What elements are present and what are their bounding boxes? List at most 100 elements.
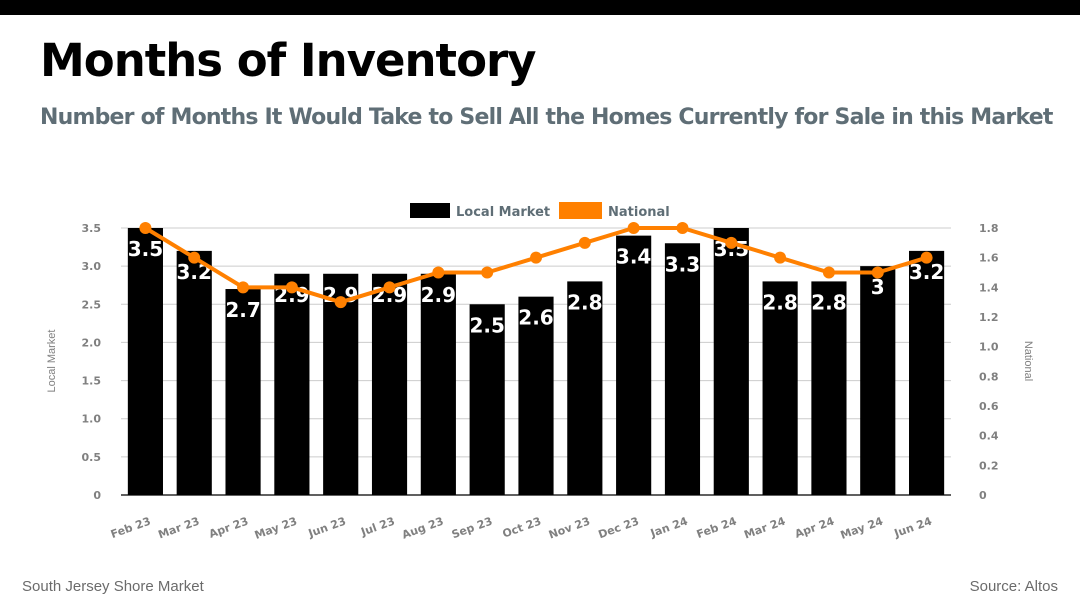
bar-local-market (420, 273, 456, 495)
y2-tick-label: 0.8 (979, 370, 999, 383)
y2-tick-label: 0.6 (979, 400, 999, 413)
bar-value-label: 3 (871, 275, 885, 299)
bar-local-market (127, 228, 163, 495)
bar-local-market (567, 281, 603, 495)
bar-local-market (909, 250, 945, 495)
y2-tick-label: 1.4 (979, 281, 999, 294)
x-tick-label: Mar 24 (742, 514, 787, 541)
national-point (237, 281, 250, 294)
legend-swatch-national (559, 202, 602, 219)
bar-value-label: 2.7 (225, 298, 260, 322)
y-tick-label: 3.0 (82, 260, 102, 273)
x-tick-label: Apr 23 (207, 515, 250, 541)
y2-tick-label: 1.2 (979, 311, 999, 324)
x-axis-ticks: Feb 23 Mar 23 Apr 23 May 23 Jun 23 Jul 23 Aug … (109, 514, 934, 542)
bar-value-label: 3.2 (909, 260, 944, 284)
top-bar (0, 0, 1080, 15)
bar-value-label: 2.9 (421, 283, 456, 307)
x-tick-label: Oct 23 (501, 515, 543, 541)
bar-local-market (469, 304, 505, 495)
national-line-path (144, 226, 928, 305)
national-point (530, 251, 542, 264)
national-point (627, 222, 640, 234)
bar-local-market (274, 273, 310, 495)
x-tick-label: May 24 (839, 514, 885, 541)
bar-value-label: 2.8 (762, 290, 797, 314)
y-tick-label: 2.5 (82, 298, 102, 311)
y2-tick-label: 0.2 (979, 459, 999, 472)
y-tick-label: 2.0 (82, 336, 102, 349)
legend-label-local-market: Local Market (456, 205, 550, 220)
bar-local-market (176, 250, 212, 495)
x-tick-label: May 23 (253, 515, 299, 542)
bar-local-market (713, 228, 749, 495)
bar-local-market (371, 273, 408, 495)
bar-local-market (225, 289, 261, 495)
bar-value-label: 2.6 (518, 306, 553, 330)
bar-local-market (860, 266, 896, 495)
y-tick-label: 1.0 (82, 413, 102, 426)
y2-tick-label: 0.4 (979, 430, 999, 443)
y2-axis-label: National (1022, 341, 1034, 381)
x-tick-label: Jul 23 (358, 515, 396, 539)
y-tick-label: 0.5 (82, 451, 102, 464)
right-axis-ticks: 0 0.2 0.4 0.6 0.8 1.0 1.2 1.4 1.6 1.8 (979, 222, 999, 502)
national-point (383, 281, 396, 294)
national-point (334, 296, 347, 309)
bar-local-market (616, 235, 652, 495)
x-tick-label: Mar 23 (156, 515, 201, 542)
bar-local-market (323, 273, 359, 495)
bar-local-market (664, 243, 701, 495)
x-tick-label: Jan 24 (648, 514, 690, 540)
national-point (871, 266, 884, 279)
legend-swatch-local-market (410, 203, 450, 218)
national-point (774, 251, 787, 264)
legend-label-national: National (608, 205, 670, 220)
bar-value-label: 3.5 (128, 237, 163, 261)
bar-value-label: 2.5 (469, 313, 504, 337)
x-tick-label: Jun 24 (892, 514, 934, 540)
y2-tick-label: 1.0 (979, 341, 999, 354)
y2-tick-label: 1.6 (979, 252, 999, 265)
x-tick-label: Sep 23 (450, 515, 494, 542)
national-point (139, 222, 152, 234)
market-name: South Jersey Shore Market (22, 578, 204, 595)
national-point (578, 236, 591, 249)
x-tick-label: Jun 23 (306, 515, 348, 541)
national-point (432, 266, 445, 279)
y-tick-label: 0 (93, 489, 101, 502)
x-tick-label: Apr 24 (793, 514, 836, 540)
national-line (139, 222, 933, 309)
left-axis-ticks: 0 0.5 1.0 1.5 2.0 2.5 3.0 3.5 (82, 222, 102, 502)
y2-tick-label: 0 (979, 489, 987, 502)
bar-local-market (762, 281, 798, 495)
y2-tick-label: 1.8 (979, 222, 999, 235)
y-tick-label: 1.5 (82, 375, 102, 388)
bar-value-label: 3.3 (665, 252, 700, 276)
national-point (481, 266, 494, 279)
page-title: Months of Inventory (40, 34, 537, 87)
y-axis-label: Local Market (46, 330, 58, 393)
national-point (285, 281, 298, 294)
national-point (188, 251, 201, 264)
bar-value-label: 3.4 (616, 245, 651, 269)
national-point (920, 251, 933, 264)
national-point (725, 236, 738, 249)
y-tick-label: 3.5 (82, 222, 102, 235)
source-credit: Source: Altos (969, 578, 1058, 595)
x-tick-label: Feb 24 (695, 514, 739, 541)
x-tick-label: Aug 23 (400, 515, 445, 542)
national-point (676, 222, 689, 234)
national-point (822, 266, 835, 279)
bar-local-market (811, 281, 847, 495)
bar-local-market (518, 296, 554, 495)
page-subtitle: Number of Months It Would Take to Sell A… (40, 105, 1053, 130)
x-tick-label: Nov 23 (547, 515, 592, 542)
local-market-bars (127, 228, 945, 495)
x-tick-label: Feb 23 (109, 515, 152, 541)
x-tick-label: Dec 23 (597, 515, 641, 542)
bar-value-label: 2.8 (567, 290, 602, 314)
legend: Local Market National (410, 202, 670, 220)
bar-value-label: 2.8 (811, 290, 846, 314)
